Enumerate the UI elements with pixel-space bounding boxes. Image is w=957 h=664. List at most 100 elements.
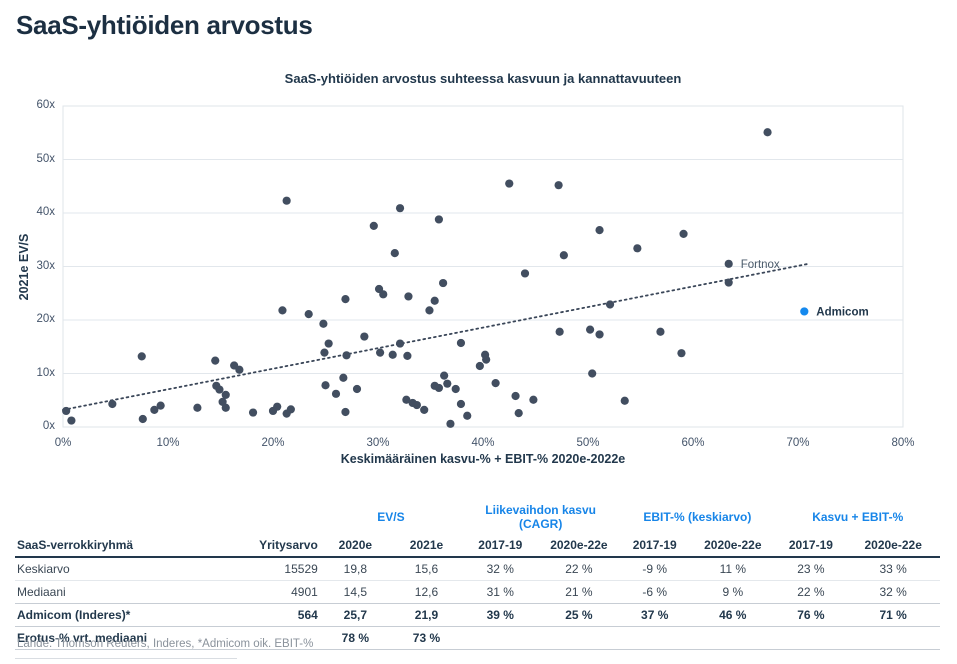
scatter-point xyxy=(395,204,405,213)
group-header: Kasvu + EBIT-% xyxy=(812,510,904,524)
scatter-point xyxy=(446,419,455,428)
cell-value: 73 % xyxy=(390,626,463,650)
y-tick-label: 50x xyxy=(36,152,55,165)
group-header: EBIT-% (keskiarvo) xyxy=(643,510,752,524)
y-tick-label: 20x xyxy=(36,313,55,325)
row-label: Erotus-% vrt. mediaani xyxy=(15,626,233,650)
cell-value: 4901 xyxy=(232,580,320,604)
cell-value: 39 % xyxy=(462,603,539,627)
cell-value: 78 % xyxy=(319,626,391,650)
scatter-point xyxy=(451,384,460,394)
scatter-point xyxy=(588,369,597,378)
trend-line xyxy=(62,262,810,411)
scatter-point xyxy=(595,330,604,339)
scatter-point xyxy=(456,338,466,348)
fortnox-point xyxy=(724,259,733,268)
scatter-point xyxy=(320,348,329,357)
group-header: Liikevaihdon kasvu (CAGR) xyxy=(485,503,596,531)
cell-value xyxy=(619,626,691,650)
scatter-point xyxy=(339,373,348,382)
scatter-point xyxy=(443,379,452,388)
table-row: Admicom (Inderes)* 564 25,7 21,9 39 % 25 % 37 … xyxy=(15,603,940,627)
cell-value: 46 % xyxy=(690,603,776,627)
column-header: 2020e xyxy=(319,534,391,558)
cell-value: 11 % xyxy=(690,557,776,581)
group-header: EV/S xyxy=(377,510,405,524)
cell-value xyxy=(690,626,776,650)
column-header: Yritysarvo xyxy=(232,534,320,558)
y-tick-label: 60x xyxy=(36,99,55,111)
scatter-point xyxy=(360,332,369,341)
cell-value xyxy=(232,626,320,650)
scatter-point xyxy=(633,244,642,253)
scatter-point xyxy=(404,292,413,301)
column-header: 2020e-22e xyxy=(690,534,776,558)
x-tick-label: 10% xyxy=(156,437,180,449)
y-tick-label: 0x xyxy=(42,420,55,432)
scatter-point xyxy=(278,306,287,315)
cell-value: 22 % xyxy=(538,557,620,581)
cell-value: 32 % xyxy=(846,580,940,604)
scatter-point xyxy=(679,229,688,238)
scatter-point xyxy=(369,221,378,230)
x-tick-label: 20% xyxy=(261,437,285,449)
scatter-point xyxy=(304,310,313,319)
x-axis-title: Keskimääräinen kasvu-% + EBIT-% 2020e-20… xyxy=(340,452,626,466)
scatter-point xyxy=(554,181,563,190)
scatter-point xyxy=(529,395,538,404)
cell-value: 76 % xyxy=(775,603,847,627)
column-header: 2021e xyxy=(390,534,463,558)
cell-value xyxy=(775,626,847,650)
admicom-point xyxy=(800,307,809,316)
scatter-point xyxy=(193,403,202,412)
scatter-point xyxy=(321,381,330,390)
cell-value: 19,8 xyxy=(319,557,391,581)
scatter-point xyxy=(763,128,772,137)
scatter-point xyxy=(138,414,147,424)
table-group-header-row: EV/S Liikevaihdon kasvu (CAGR) EBIT-% (kes… xyxy=(15,500,940,534)
x-tick-label: 30% xyxy=(366,437,390,449)
scatter-point xyxy=(555,327,564,336)
scatter-point xyxy=(341,295,350,304)
x-tick-label: 0% xyxy=(54,437,72,449)
scatter-point xyxy=(511,391,520,401)
scatter-point xyxy=(514,408,523,418)
cell-value xyxy=(538,626,620,650)
scatter-point xyxy=(211,356,220,365)
y-tick-label: 30x xyxy=(36,259,55,272)
cell-value: 37 % xyxy=(619,603,691,627)
scatter-point xyxy=(388,350,397,359)
scatter-point xyxy=(724,278,733,287)
cell-value: 15529 xyxy=(232,557,320,581)
y-tick-label: 10x xyxy=(36,366,55,379)
scatter-point xyxy=(67,416,76,425)
x-tick-label: 50% xyxy=(576,437,600,449)
x-tick-label: 80% xyxy=(891,437,915,449)
scatter-point xyxy=(475,361,484,371)
column-header: 2020e-22e xyxy=(538,534,620,558)
scatter-point xyxy=(248,408,258,417)
cell-value: 12,6 xyxy=(390,580,463,604)
scatter-point xyxy=(605,300,615,309)
group-header-spacer xyxy=(15,500,320,534)
scatter-point xyxy=(137,352,146,361)
scatter-point xyxy=(439,278,448,288)
cell-value: 22 % xyxy=(775,580,847,604)
cell-value: -9 % xyxy=(619,557,691,581)
scatter-point xyxy=(342,351,351,360)
source-note: Lähde: Thomson Reuters, Inderes, *Admico… xyxy=(17,638,314,650)
x-tick-label: 40% xyxy=(471,437,495,449)
scatter-point xyxy=(379,290,388,299)
scatter-point xyxy=(286,405,295,414)
cell-value: 23 % xyxy=(775,557,847,581)
scatter-point xyxy=(440,371,449,380)
cell-value: 33 % xyxy=(846,557,940,581)
scatter-point xyxy=(331,389,341,398)
cell-value: 21 % xyxy=(538,580,620,604)
scatter-point xyxy=(456,399,466,409)
scatter-point xyxy=(402,395,411,404)
scatter-point xyxy=(434,383,443,393)
scatter-point xyxy=(559,251,568,260)
peer-comparison-table: EV/S Liikevaihdon kasvu (CAGR) EBIT-% (kes… xyxy=(15,500,940,650)
